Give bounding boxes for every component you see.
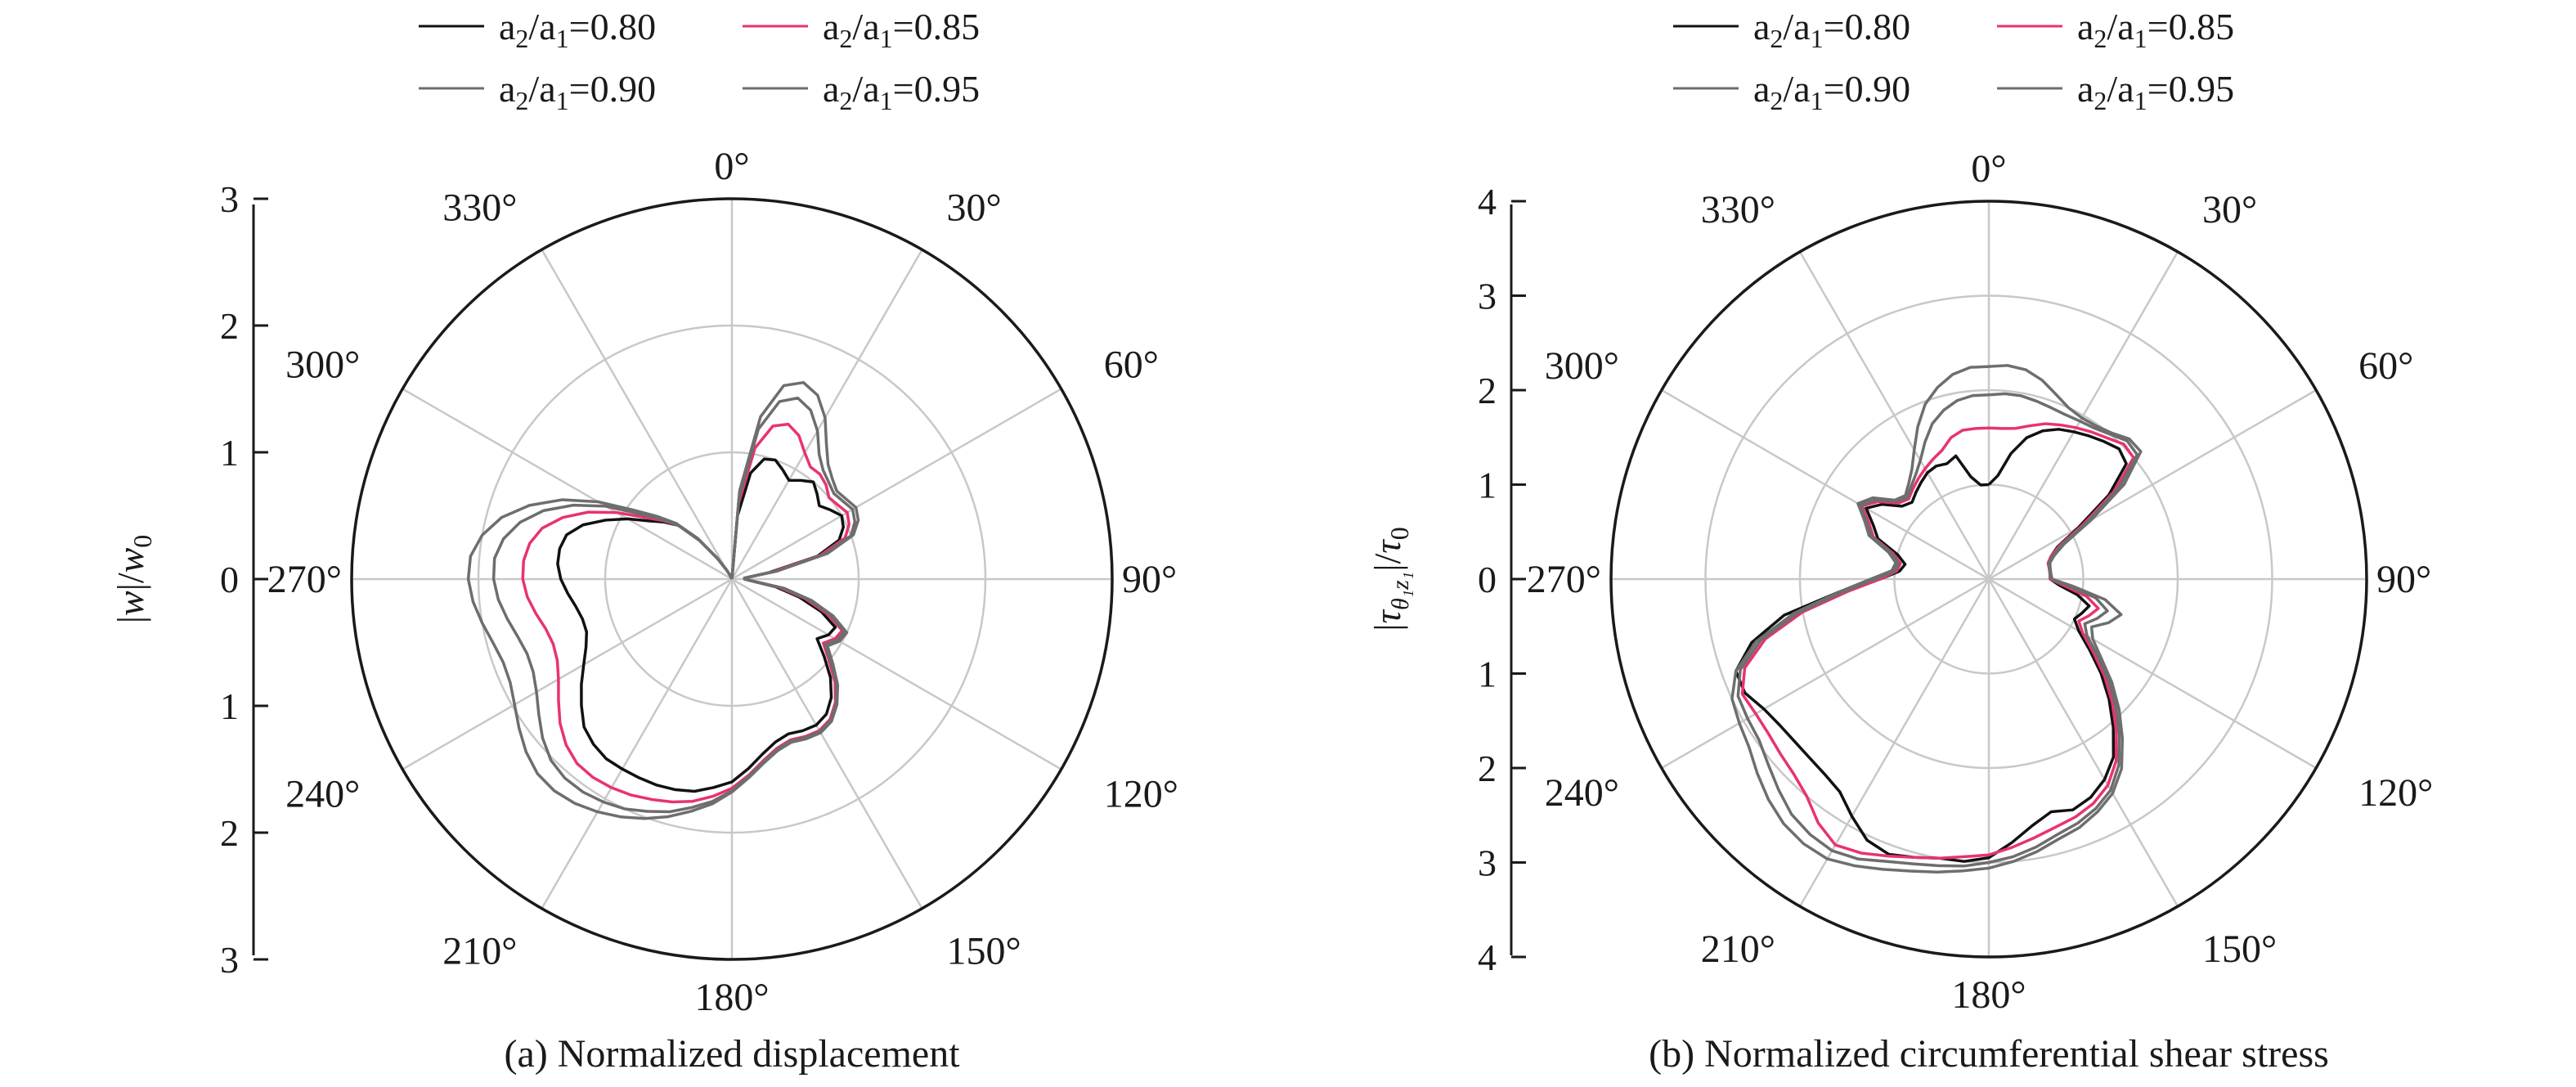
radial-tick-label: 1 bbox=[1478, 465, 1497, 506]
series-line bbox=[466, 380, 860, 820]
series-line bbox=[1730, 364, 2143, 874]
radial-tick-label: 2 bbox=[220, 812, 239, 854]
grid-spoke bbox=[730, 578, 923, 910]
angle-label: 120° bbox=[2358, 771, 2433, 815]
legend-label-2: a2/a1=0.90 bbox=[499, 68, 656, 115]
angle-label: 180° bbox=[1951, 973, 2026, 1017]
angle-label: 330° bbox=[1701, 188, 1775, 231]
legend-label-2: a2/a1=0.90 bbox=[1753, 68, 1910, 115]
legend-a: a2/a1=0.80 a2/a1=0.85 a2/a1=0.90 a2/a1=0… bbox=[419, 6, 980, 115]
caption-a: (a) Normalized displacement bbox=[504, 1032, 960, 1076]
angle-label: 210° bbox=[1701, 928, 1775, 971]
radial-tick-label: 3 bbox=[220, 939, 239, 981]
series-line bbox=[1734, 428, 2128, 863]
outer-circle bbox=[350, 197, 1114, 961]
radial-tick-label: 0 bbox=[220, 559, 239, 600]
angle-label: 120° bbox=[1104, 773, 1178, 816]
angle-label: 240° bbox=[285, 773, 360, 816]
angle-label: 300° bbox=[1545, 344, 1619, 388]
angle-labels-a: 0° 30° 60° 90° 120° 150° 180° 210° 240° 270° 300° 3… bbox=[267, 145, 1178, 1019]
angle-label: 60° bbox=[1104, 344, 1159, 387]
legend-label-3: a2/a1=0.95 bbox=[2077, 68, 2234, 115]
angle-label: 0° bbox=[714, 145, 749, 188]
legend-label-1: a2/a1=0.85 bbox=[2077, 6, 2234, 53]
grid-spoke bbox=[1987, 251, 2179, 580]
radial-tick-label: 4 bbox=[1478, 181, 1497, 222]
angle-label: 30° bbox=[947, 186, 1002, 229]
radial-tick-label: 3 bbox=[1478, 276, 1497, 317]
outer-circle bbox=[1609, 200, 2368, 959]
ylabel-a: |w|/w0 bbox=[110, 535, 157, 624]
angle-label: 240° bbox=[1545, 771, 1619, 815]
angle-label: 150° bbox=[2202, 928, 2277, 971]
angle-label: 180° bbox=[694, 976, 769, 1019]
angle-label: 210° bbox=[442, 930, 517, 973]
grid-spoke bbox=[402, 388, 733, 581]
grid-spoke bbox=[1988, 389, 2317, 581]
grid-spoke bbox=[402, 577, 733, 770]
angle-label: 0° bbox=[1971, 147, 2006, 191]
series-line bbox=[556, 457, 846, 793]
panel-b-shear-stress: a2/a1=0.80 a2/a1=0.85 a2/a1=0.90 a2/a1=0… bbox=[1367, 6, 2433, 1076]
series-group-b bbox=[1730, 364, 2143, 874]
radial-tick-label: 1 bbox=[1478, 654, 1497, 695]
grid-spoke bbox=[1987, 578, 2179, 907]
grid-spoke bbox=[1661, 389, 1990, 581]
legend-label-0: a2/a1=0.80 bbox=[499, 6, 656, 53]
grid-spoke bbox=[1988, 577, 2317, 770]
angle-label: 270° bbox=[1527, 558, 1601, 601]
angle-label: 150° bbox=[947, 930, 1021, 973]
grid-spoke bbox=[541, 249, 734, 580]
angle-label: 300° bbox=[285, 344, 360, 387]
radial-tick-label: 0 bbox=[1478, 559, 1497, 600]
grid-spoke bbox=[1661, 577, 1990, 770]
angle-label: 30° bbox=[2202, 188, 2257, 231]
series-group-a bbox=[466, 380, 860, 820]
legend-label-1: a2/a1=0.85 bbox=[823, 6, 980, 53]
polar-grid-b bbox=[1609, 200, 2368, 959]
radial-tick-label: 2 bbox=[220, 305, 239, 347]
polar-grid-a bbox=[350, 197, 1114, 961]
caption-b: (b) Normalized circumferential shear str… bbox=[1649, 1032, 2329, 1076]
angle-label: 270° bbox=[267, 558, 342, 601]
legend-b: a2/a1=0.80 a2/a1=0.85 a2/a1=0.90 a2/a1=0… bbox=[1673, 6, 2234, 115]
grid-spoke bbox=[1798, 251, 1990, 580]
grid-spoke bbox=[730, 249, 923, 580]
grid-spoke bbox=[731, 577, 1062, 770]
radial-axis-b: 4 3 2 1 0 1 2 3 4 bbox=[1478, 181, 1526, 978]
legend-label-0: a2/a1=0.80 bbox=[1753, 6, 1910, 53]
angle-label: 330° bbox=[442, 186, 517, 229]
radial-tick-label: 4 bbox=[1478, 937, 1497, 978]
angle-label: 90° bbox=[2376, 558, 2431, 601]
angle-label: 60° bbox=[2358, 344, 2413, 388]
radial-tick-label: 3 bbox=[220, 178, 239, 220]
radial-tick-label: 3 bbox=[1478, 842, 1497, 884]
panel-a-displacement: a2/a1=0.80 a2/a1=0.85 a2/a1=0.90 a2/a1=0… bbox=[110, 6, 1178, 1076]
angle-label: 90° bbox=[1122, 558, 1177, 601]
grid-spoke bbox=[541, 578, 734, 910]
radial-tick-label: 1 bbox=[220, 685, 239, 727]
radial-tick-label: 1 bbox=[220, 432, 239, 474]
radial-tick-label: 2 bbox=[1478, 370, 1497, 411]
ylabel-b: |τθ₁z₁|/τ0 bbox=[1367, 527, 1414, 631]
radial-tick-label: 2 bbox=[1478, 748, 1497, 789]
grid-spoke bbox=[731, 388, 1062, 581]
angle-labels-b: 0° 30° 60° 90° 120° 150° 180° 210° 240° 270° 300° 3… bbox=[1527, 147, 2434, 1017]
legend-label-3: a2/a1=0.95 bbox=[823, 68, 980, 115]
radial-axis-a: 3 2 1 0 1 2 3 bbox=[220, 178, 268, 981]
